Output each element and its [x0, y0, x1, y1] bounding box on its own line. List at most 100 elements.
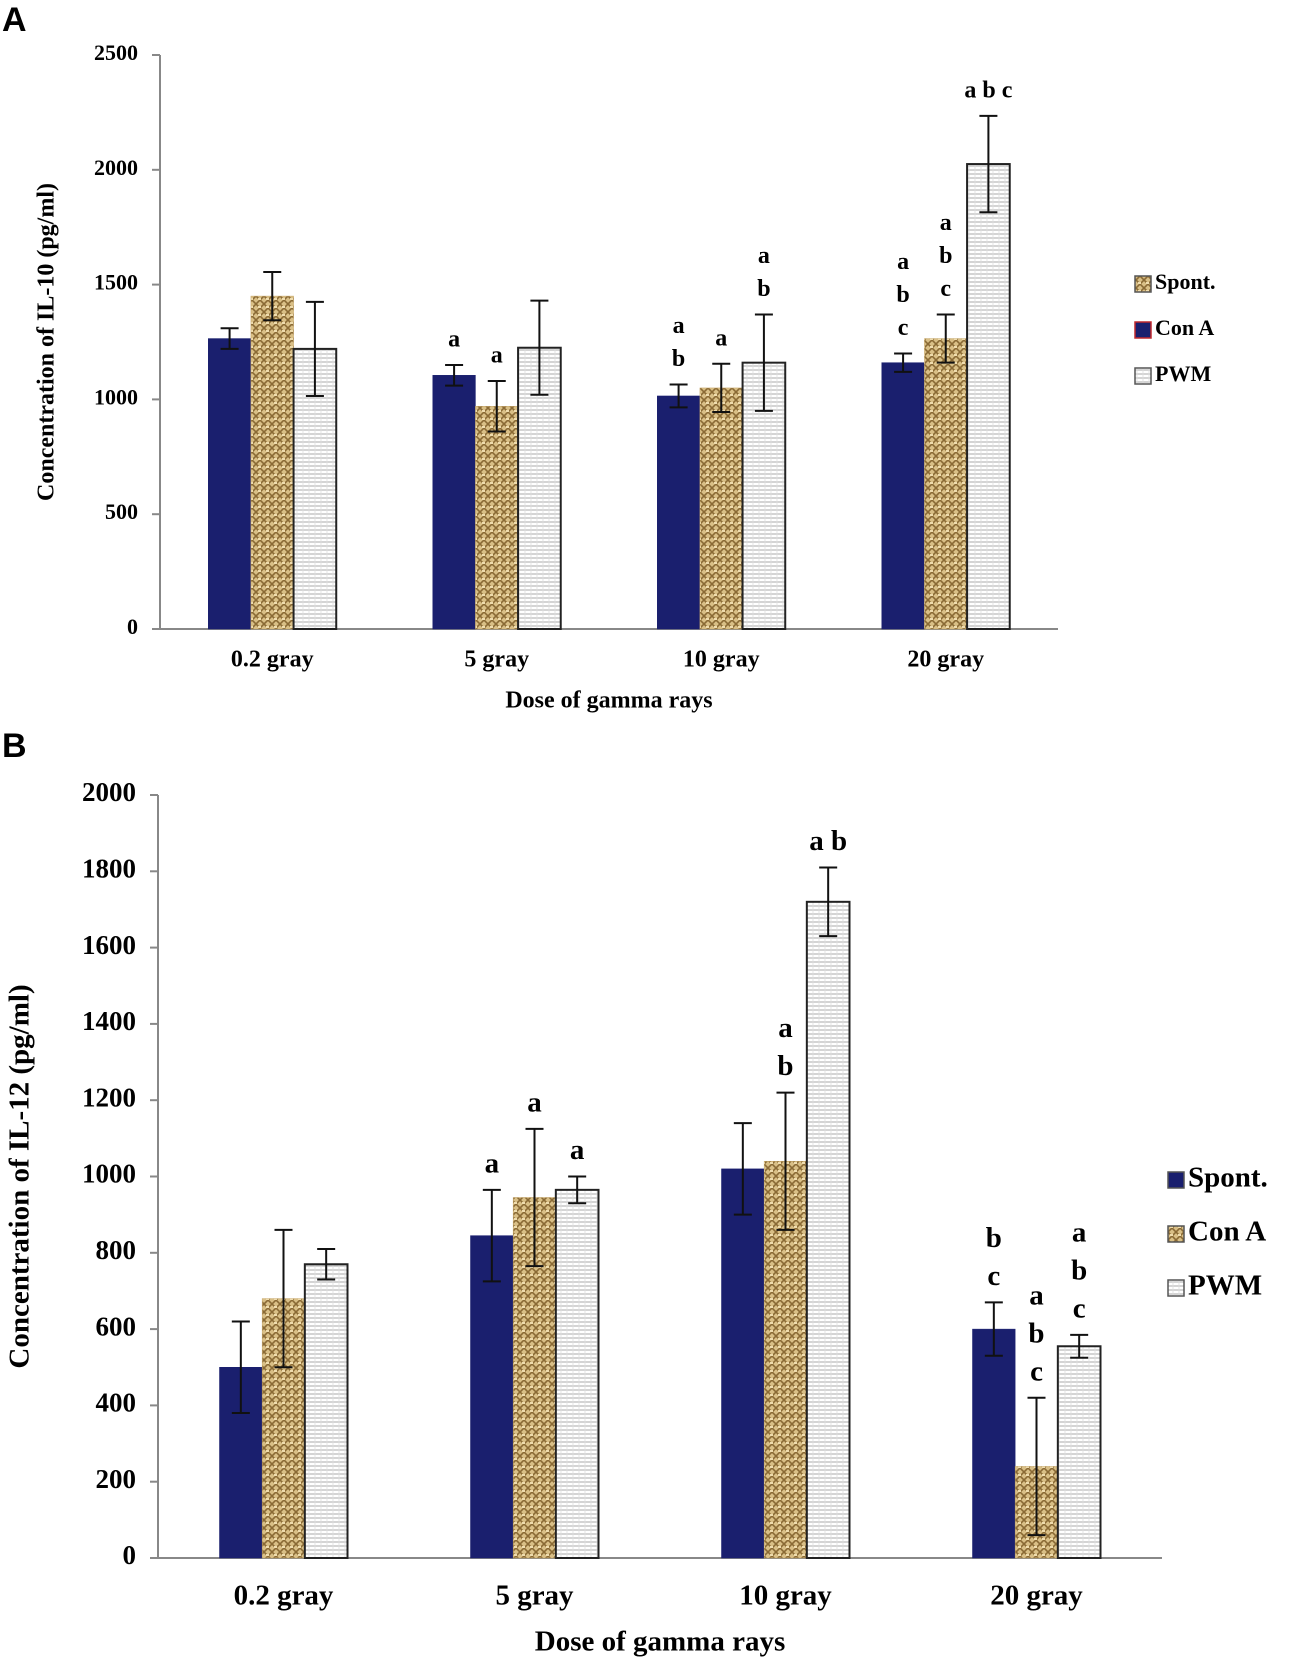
legend-label: Con A	[1188, 1216, 1266, 1248]
bar	[1056, 1345, 1102, 1559]
y-tick-label: 1000	[82, 1159, 136, 1189]
significance-label: b	[896, 282, 909, 308]
x-tick-label: 0.2 gray	[231, 647, 314, 673]
x-tick-label: 20 gray	[907, 647, 984, 673]
y-tick-label: 2000	[94, 155, 138, 180]
x-tick-label: 5 gray	[464, 647, 529, 673]
significance-label: a b	[809, 825, 847, 857]
error-bar	[568, 1175, 587, 1205]
legend-swatch	[1167, 1171, 1185, 1189]
significance-label: a	[448, 326, 460, 352]
legend-label: Spont.	[1188, 1162, 1268, 1194]
bar	[881, 362, 925, 630]
bar	[699, 387, 743, 630]
significance-label: b	[672, 346, 685, 372]
y-tick-label: 1400	[82, 1006, 136, 1036]
bar	[470, 1235, 514, 1559]
significance-label: c	[1073, 1292, 1086, 1324]
y-tick-label: 800	[96, 1235, 137, 1265]
panel-label: A	[2, 1, 27, 39]
error-bar	[525, 1127, 544, 1268]
x-tick-label: 20 gray	[990, 1580, 1083, 1612]
error-bar	[819, 866, 838, 938]
significance-label: c	[940, 276, 951, 302]
error-bar	[530, 299, 549, 396]
error-bar	[487, 380, 506, 433]
y-tick-label: 2500	[94, 40, 138, 65]
significance-label: a	[1072, 1216, 1087, 1248]
bar	[303, 1263, 349, 1559]
significance-label: b	[777, 1050, 793, 1082]
y-tick-label: 1500	[94, 270, 138, 295]
error-bar	[220, 327, 239, 350]
bar	[972, 1328, 1016, 1559]
error-bar	[482, 1188, 501, 1283]
significance-label: a	[758, 243, 770, 269]
legend-swatch	[1167, 1225, 1185, 1243]
error-bar	[231, 1320, 250, 1415]
legend-swatch	[1134, 275, 1152, 293]
bar	[208, 338, 252, 630]
bar	[292, 347, 338, 630]
bar	[554, 1188, 600, 1560]
bar	[657, 395, 701, 630]
error-bar	[894, 352, 913, 373]
y-axis-label: Concentration of IL-12 (pg/ml)	[4, 984, 36, 1368]
significance-label: c	[1030, 1355, 1043, 1387]
y-tick-label: 600	[96, 1311, 137, 1341]
y-tick-label: 200	[96, 1464, 137, 1494]
legend-label: PWM	[1188, 1270, 1262, 1302]
significance-label: a	[485, 1148, 500, 1180]
legend-swatch	[1134, 367, 1152, 385]
y-tick-label: 1600	[82, 930, 136, 960]
x-axis-label: Dose of gamma rays	[505, 688, 712, 714]
significance-label: a	[778, 1012, 793, 1044]
bar	[966, 163, 1011, 630]
y-tick-label: 1800	[82, 854, 136, 884]
significance-label: a	[715, 325, 727, 351]
y-tick-label: 400	[96, 1388, 137, 1418]
x-tick-label: 5 gray	[495, 1580, 574, 1612]
y-tick-label: 1000	[94, 384, 138, 409]
error-bar	[712, 362, 731, 414]
error-bar	[776, 1091, 795, 1231]
significance-label: a	[527, 1086, 542, 1118]
error-bar	[936, 313, 955, 364]
significance-label: c	[898, 315, 909, 341]
significance-label: b	[757, 276, 770, 302]
significance-label: c	[987, 1260, 1000, 1292]
legend-label: Con A	[1155, 315, 1214, 340]
error-bar	[669, 383, 688, 409]
y-tick-label: 0	[123, 1540, 137, 1570]
significance-label: a	[673, 313, 685, 339]
legend-label: Spont.	[1155, 269, 1216, 294]
legend-swatch	[1134, 321, 1152, 339]
significance-label: a	[570, 1134, 585, 1166]
significance-label: b	[986, 1222, 1002, 1254]
y-tick-label: 2000	[82, 777, 136, 807]
error-bar	[445, 363, 464, 387]
error-bar	[733, 1122, 752, 1216]
legend-label: PWM	[1155, 361, 1211, 386]
bar	[250, 295, 294, 630]
significance-label: a b c	[964, 77, 1012, 103]
significance-label: a	[1029, 1279, 1044, 1311]
bar	[924, 338, 968, 630]
bar	[432, 375, 476, 630]
x-tick-label: 10 gray	[683, 647, 760, 673]
y-axis-label: Concentration of IL-10 (pg/ml)	[34, 183, 60, 501]
legend-swatch	[1167, 1279, 1185, 1297]
y-tick-label: 500	[105, 499, 138, 524]
bar	[475, 406, 519, 630]
error-bar	[263, 270, 282, 322]
error-bar	[274, 1228, 293, 1369]
panel-label: B	[2, 727, 27, 765]
x-tick-label: 10 gray	[739, 1580, 832, 1612]
y-tick-label: 0	[127, 614, 138, 639]
significance-label: b	[1071, 1254, 1087, 1286]
error-bar	[317, 1247, 336, 1281]
x-axis-label: Dose of gamma rays	[535, 1626, 785, 1658]
significance-label: b	[1028, 1317, 1044, 1349]
error-bar	[1070, 1333, 1089, 1359]
